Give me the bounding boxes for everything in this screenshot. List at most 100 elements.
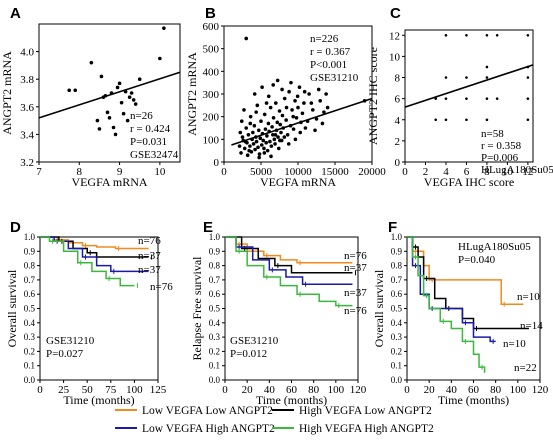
stat-annotation: P=0.012 (230, 348, 267, 360)
y-tick-label: 0.9 (24, 246, 36, 256)
scatter-point (324, 92, 328, 96)
y-tick-label: 0.7 (24, 275, 36, 285)
series-end-label: n=14 (520, 320, 543, 332)
y-axis-label: ANGPT2 mRNA (0, 51, 14, 135)
scatter-point (119, 100, 124, 105)
x-tick-label: 80 (490, 384, 502, 396)
panel-c: C 0 2 4 6 8 10 12 0 2 4 6 8 10 12 VEGFA IHC score ANGPT2… (366, 5, 553, 189)
scatter-point (242, 108, 246, 112)
x-tick-label: 100 (510, 384, 527, 396)
scatter-point (238, 130, 243, 135)
x-tick-label: 60 (468, 384, 480, 396)
scatter-point (286, 142, 291, 146)
y-axis-label: Relapse Free survival (190, 256, 204, 361)
scatter-point (279, 130, 283, 135)
scatter-point (287, 89, 291, 94)
y-tick-label: 0.1 (209, 361, 220, 371)
y-tick-label: 100 (203, 134, 220, 146)
scatter-point (444, 33, 448, 37)
y-tick-label: 0.5 (391, 304, 403, 314)
scatter-point (256, 145, 260, 150)
x-tick-label: 5000 (250, 166, 273, 178)
x-tick-label: 80 (308, 384, 320, 396)
scatter-point (284, 118, 288, 122)
x-tick-label: 9 (117, 166, 123, 178)
stat-annotation: r = 0.367 (310, 46, 351, 58)
scatter-point (303, 126, 308, 130)
scatter-point (277, 109, 282, 113)
scatter-point (325, 105, 330, 110)
stat-annotation: GSE32474 (130, 149, 179, 161)
regression-line (231, 97, 373, 146)
scatter-point (125, 118, 130, 123)
scatter-point (137, 77, 142, 81)
scatter-point (284, 105, 289, 110)
y-tick-label: 0 (395, 157, 401, 169)
scatter-point (526, 33, 530, 37)
scatter-point (259, 143, 264, 147)
panel-letter: F (388, 219, 397, 236)
scatter-point (257, 152, 262, 156)
x-tick-label: 6 (464, 166, 470, 178)
scatter-point (260, 85, 264, 89)
regression-line (38, 71, 181, 119)
scatter-point (270, 125, 274, 129)
y-tick-label: 0.2 (209, 346, 220, 356)
scatter-point (115, 85, 120, 90)
stat-annotation: GSE31210 (46, 335, 95, 347)
km-curve (225, 236, 353, 264)
scatter-point (254, 139, 259, 144)
scatter-point (162, 26, 166, 30)
scatter-point (131, 98, 136, 102)
x-tick-label: 12 (522, 166, 533, 178)
series-end-label: n=37 (344, 287, 367, 299)
y-tick-label: 0.8 (24, 261, 36, 271)
x-tick-label: 20000 (358, 166, 386, 178)
scatter-point (99, 74, 104, 79)
scatter-point (67, 88, 72, 93)
y-tick-label: 0.0 (24, 375, 36, 385)
scatter-point (113, 132, 118, 137)
stat-annotation: n=58 (481, 128, 504, 140)
y-tick-label: 0.6 (24, 289, 36, 299)
scatter-point (262, 146, 266, 151)
panel-a: A 7 8 9 10 3.2 3.4 3.6 3.8 4.0 VEGFA mRNA ANGPT2 mR… (0, 5, 181, 189)
y-tick-label: 500 (203, 44, 220, 56)
y-tick-label: 4.0 (20, 47, 34, 59)
y-tick-label: 0.7 (391, 275, 403, 285)
scatter-points (67, 26, 166, 137)
scatter-point (256, 128, 261, 133)
series-end-label: n=37 (138, 250, 161, 262)
scatter-point (271, 83, 276, 87)
scatter-point (121, 111, 126, 116)
scatter-point (247, 148, 251, 153)
stat-annotation: HLugA180Su05 (481, 164, 553, 176)
scatter-point (95, 118, 100, 123)
x-tick-label: 40 (264, 384, 276, 396)
scatter-point (298, 130, 303, 135)
x-tick-label: 8 (484, 166, 490, 178)
scatter-point (485, 97, 489, 100)
x-tick-label: 10 (502, 166, 514, 178)
x-tick-label: 40 (446, 384, 458, 396)
x-tick-label: 100 (126, 384, 143, 396)
y-tick-label: 0.3 (24, 332, 36, 342)
stat-annotation: r = 0.358 (481, 140, 522, 152)
stat-annotation: n=226 (310, 33, 339, 45)
x-tick-label: 60 (286, 384, 298, 396)
stat-annotation: P=0.031 (130, 136, 167, 148)
y-tick-label: 0.2 (391, 346, 402, 356)
scatter-point (302, 101, 306, 105)
y-tick-label: 3.2 (20, 157, 34, 169)
x-tick-label: 0 (222, 384, 228, 396)
scatter-point (237, 144, 242, 148)
y-tick-label: 2 (395, 136, 401, 148)
scatter-point (261, 138, 266, 143)
scatter-point (293, 137, 298, 142)
scatter-point (244, 126, 248, 130)
y-tick-label: 0.5 (24, 304, 36, 314)
x-axis-label: Time (months) (256, 393, 327, 407)
scatter-point (117, 81, 122, 86)
scatter-point (278, 138, 282, 143)
scatter-point (259, 119, 263, 123)
